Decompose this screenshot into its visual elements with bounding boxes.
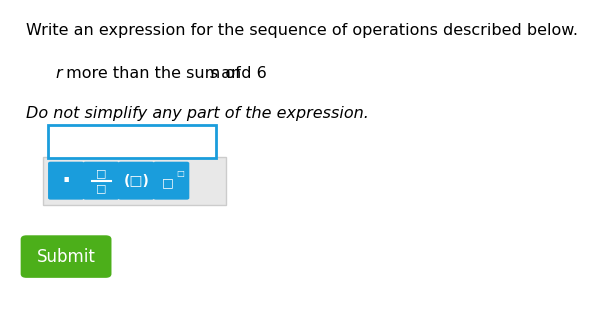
FancyBboxPatch shape <box>48 162 84 200</box>
Text: r: r <box>55 66 62 81</box>
FancyBboxPatch shape <box>48 125 216 158</box>
Text: more than the sum of: more than the sum of <box>61 66 246 81</box>
Text: □: □ <box>162 176 173 189</box>
Text: Do not simplify any part of the expression.: Do not simplify any part of the expressi… <box>26 106 370 120</box>
FancyBboxPatch shape <box>83 162 119 200</box>
Text: and 6: and 6 <box>216 66 267 81</box>
FancyBboxPatch shape <box>21 235 111 278</box>
Text: □: □ <box>96 168 107 179</box>
Text: (□): (□) <box>123 174 149 188</box>
Text: s: s <box>210 66 218 81</box>
FancyBboxPatch shape <box>153 162 190 200</box>
FancyBboxPatch shape <box>118 162 154 200</box>
Text: ·: · <box>61 169 71 193</box>
Text: Write an expression for the sequence of operations described below.: Write an expression for the sequence of … <box>26 23 579 38</box>
Text: Submit: Submit <box>36 248 95 266</box>
FancyBboxPatch shape <box>44 157 226 205</box>
Text: □: □ <box>176 169 184 178</box>
Text: □: □ <box>96 183 107 193</box>
